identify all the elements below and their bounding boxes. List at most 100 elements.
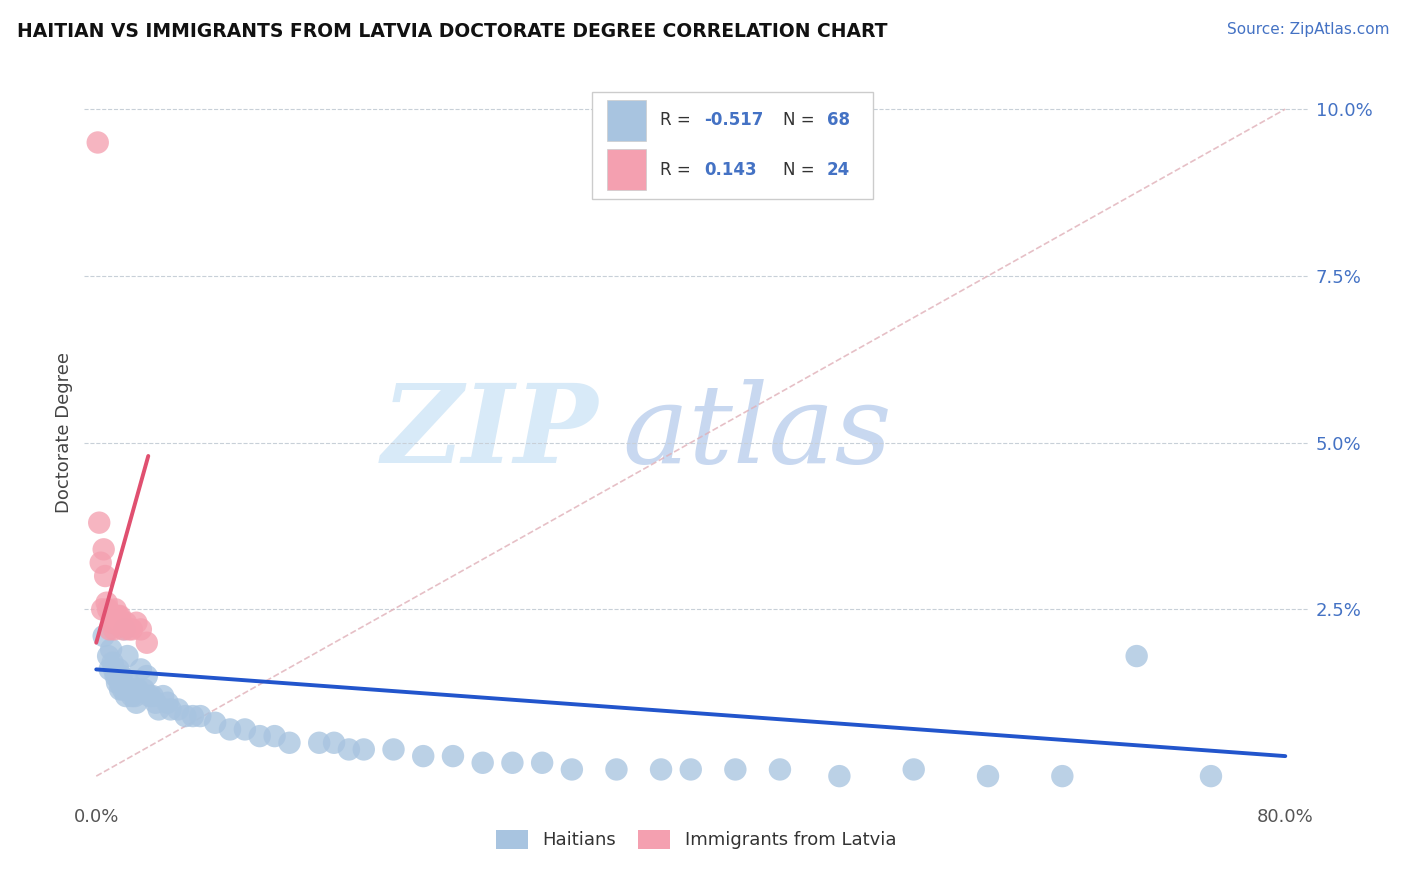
Point xyxy=(167,702,190,716)
Point xyxy=(127,682,149,697)
Point xyxy=(93,629,115,643)
Point xyxy=(121,689,143,703)
Text: -0.517: -0.517 xyxy=(704,112,763,129)
Text: Source: ZipAtlas.com: Source: ZipAtlas.com xyxy=(1226,22,1389,37)
Point xyxy=(159,702,181,716)
Point xyxy=(1052,769,1074,783)
Point xyxy=(89,516,111,530)
Point xyxy=(111,623,134,637)
Point xyxy=(118,623,141,637)
Point xyxy=(441,749,464,764)
Text: 24: 24 xyxy=(827,161,851,178)
Point xyxy=(100,642,122,657)
FancyBboxPatch shape xyxy=(592,92,873,200)
Point xyxy=(94,569,117,583)
Point xyxy=(181,709,204,723)
Point xyxy=(1199,769,1222,783)
Point xyxy=(308,736,330,750)
Text: HAITIAN VS IMMIGRANTS FROM LATVIA DOCTORATE DEGREE CORRELATION CHART: HAITIAN VS IMMIGRANTS FROM LATVIA DOCTOR… xyxy=(17,22,887,41)
Point xyxy=(104,669,127,683)
Text: N =: N = xyxy=(783,112,820,129)
Point xyxy=(118,675,141,690)
Text: N =: N = xyxy=(783,161,820,178)
Point xyxy=(121,623,143,637)
Point xyxy=(108,682,131,697)
Point xyxy=(769,763,792,777)
Point xyxy=(125,615,148,630)
Point xyxy=(115,689,138,703)
Point xyxy=(111,675,134,690)
Point xyxy=(93,542,115,557)
Point xyxy=(263,729,285,743)
Point xyxy=(382,742,405,756)
Point xyxy=(561,763,583,777)
Point xyxy=(98,662,121,676)
Point xyxy=(97,648,120,663)
Point xyxy=(129,623,152,637)
Point xyxy=(111,682,134,697)
Text: 0.143: 0.143 xyxy=(704,161,758,178)
Point xyxy=(115,615,138,630)
Text: R =: R = xyxy=(661,112,696,129)
FancyBboxPatch shape xyxy=(606,150,645,190)
Point xyxy=(107,609,129,624)
Point xyxy=(108,675,131,690)
Point xyxy=(471,756,494,770)
Point xyxy=(105,675,128,690)
Point xyxy=(101,615,124,630)
Y-axis label: Doctorate Degree: Doctorate Degree xyxy=(55,352,73,513)
Point xyxy=(100,609,122,624)
Point xyxy=(650,763,672,777)
Point xyxy=(117,648,139,663)
Point xyxy=(129,662,152,676)
Point xyxy=(233,723,256,737)
FancyBboxPatch shape xyxy=(606,100,645,141)
Legend: Haitians, Immigrants from Latvia: Haitians, Immigrants from Latvia xyxy=(488,823,904,856)
Point xyxy=(104,602,127,616)
Point xyxy=(101,656,124,670)
Point xyxy=(90,556,112,570)
Point xyxy=(103,662,125,676)
Point xyxy=(122,682,145,697)
Point xyxy=(107,662,129,676)
Point xyxy=(679,763,702,777)
Point xyxy=(219,723,242,737)
Point xyxy=(977,769,1000,783)
Point xyxy=(724,763,747,777)
Point xyxy=(605,763,627,777)
Point xyxy=(412,749,434,764)
Point xyxy=(87,136,110,150)
Point xyxy=(114,623,136,637)
Point xyxy=(142,689,165,703)
Point xyxy=(120,682,142,697)
Point xyxy=(152,689,174,703)
Point xyxy=(501,756,523,770)
Point xyxy=(531,756,554,770)
Point xyxy=(135,636,157,650)
Text: 68: 68 xyxy=(827,112,849,129)
Point xyxy=(135,669,157,683)
Point xyxy=(124,689,146,703)
Point xyxy=(107,669,129,683)
Point xyxy=(204,715,226,730)
Point xyxy=(108,609,131,624)
Point xyxy=(125,696,148,710)
Point xyxy=(105,615,128,630)
Point xyxy=(132,682,155,697)
Point xyxy=(278,736,301,750)
Point xyxy=(110,669,132,683)
Point xyxy=(148,702,170,716)
Point xyxy=(337,742,360,756)
Point xyxy=(139,689,162,703)
Point xyxy=(353,742,375,756)
Point xyxy=(98,623,121,637)
Text: ZIP: ZIP xyxy=(381,379,598,486)
Point xyxy=(156,696,179,710)
Point xyxy=(103,623,125,637)
Point xyxy=(110,615,132,630)
Point xyxy=(91,602,114,616)
Text: atlas: atlas xyxy=(623,379,893,486)
Point xyxy=(249,729,271,743)
Point xyxy=(828,769,851,783)
Point xyxy=(1125,648,1147,663)
